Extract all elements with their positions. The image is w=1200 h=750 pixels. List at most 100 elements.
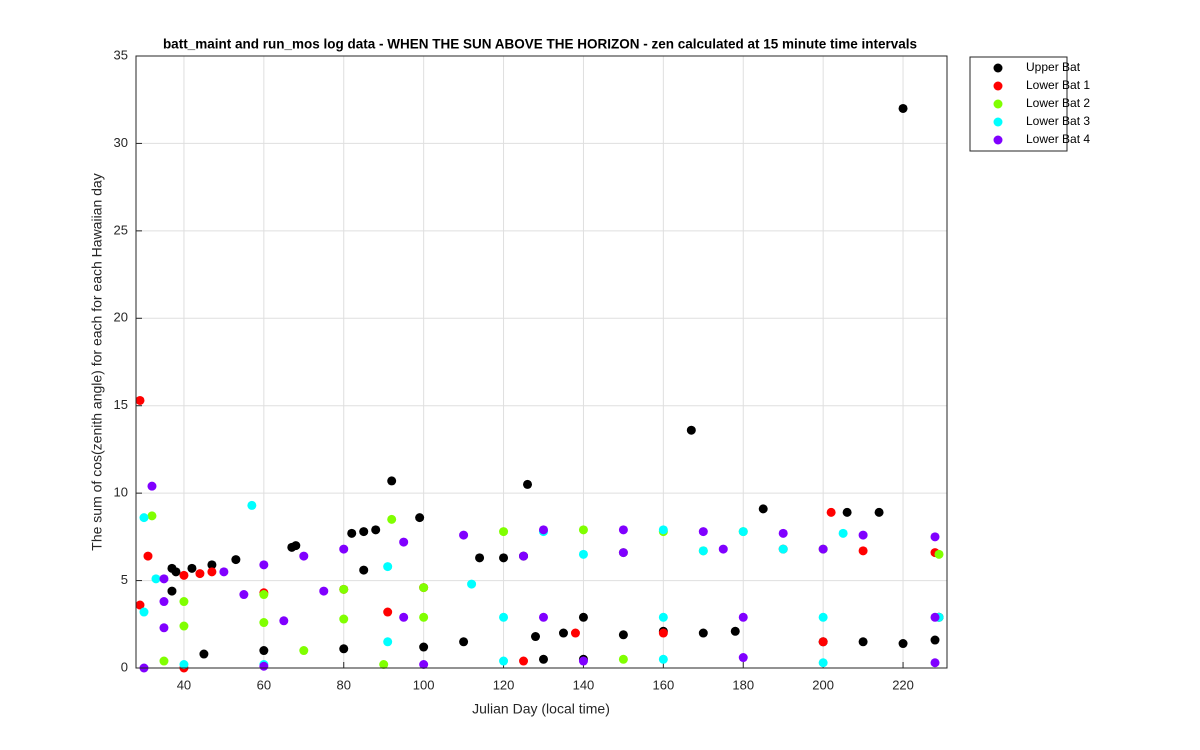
point [538,612,548,622]
point [618,548,628,558]
point [259,560,269,570]
point [686,425,696,435]
x-tick-label: 80 [337,677,351,692]
plot-area [136,56,947,668]
x-tick-label: 100 [413,677,435,692]
point [459,637,469,647]
x-tick-label: 160 [652,677,674,692]
point [419,612,429,622]
point [618,525,628,535]
point [339,614,349,624]
y-axis-label: The sum of cos(zenith angle) for each fo… [89,173,105,550]
point [387,476,397,486]
point [415,513,425,523]
point [147,481,157,491]
point [179,621,189,631]
point [778,528,788,538]
x-tick-label: 60 [257,677,271,692]
point [383,607,393,617]
x-tick-label: 140 [573,677,595,692]
point [147,511,157,521]
point [239,590,249,600]
point [259,618,269,628]
point [299,646,309,656]
point [658,628,668,638]
point [531,632,541,642]
point [159,597,169,607]
point [339,644,349,654]
point [738,527,748,537]
x-tick-label: 40 [177,677,191,692]
point [359,565,369,575]
point [930,635,940,645]
point [818,612,828,622]
point [718,544,728,554]
point [698,546,708,556]
point [159,574,169,584]
point [499,656,509,666]
point [738,612,748,622]
point [570,628,580,638]
legend-marker [993,81,1003,91]
point [159,623,169,633]
point [339,584,349,594]
y-tick-label: 25 [114,222,128,237]
point [658,525,668,535]
point [898,103,908,113]
x-tick-label: 180 [732,677,754,692]
chart-title: batt_maint and run_mos log data - WHEN T… [163,37,917,52]
point [658,612,668,622]
point [858,546,868,556]
point [519,656,529,666]
point [143,551,153,561]
legend-label: Lower Bat 3 [1026,114,1090,128]
point [279,616,289,626]
point [499,553,509,563]
point [207,567,217,577]
point [618,654,628,664]
point [151,574,161,584]
point [898,639,908,649]
point [538,525,548,535]
point [818,637,828,647]
point [179,597,189,607]
legend-label: Upper Bat [1026,60,1081,74]
y-tick-label: 10 [114,485,128,500]
point [930,658,940,668]
point [499,612,509,622]
point [139,513,149,523]
point [179,570,189,580]
point [399,612,409,622]
point [319,586,329,596]
y-tick-label: 5 [121,572,128,587]
point [858,637,868,647]
point [399,537,409,547]
point [578,525,588,535]
legend-marker [993,63,1003,73]
point [523,479,533,489]
point [467,579,477,589]
point [379,660,389,670]
point [459,530,469,540]
point [135,600,145,610]
point [179,660,189,670]
point [219,567,229,577]
legend-label: Lower Bat 1 [1026,78,1090,92]
point [259,646,269,656]
x-tick-label: 220 [892,677,914,692]
point [383,562,393,572]
point [578,549,588,559]
point [874,507,884,517]
y-tick-label: 35 [114,47,128,62]
point [135,395,145,405]
point [475,553,485,563]
point [730,626,740,636]
point [159,656,169,666]
point [858,530,868,540]
point [387,514,397,524]
y-tick-label: 30 [114,135,128,150]
point [826,507,836,517]
legend-marker [993,135,1003,145]
point [167,586,177,596]
